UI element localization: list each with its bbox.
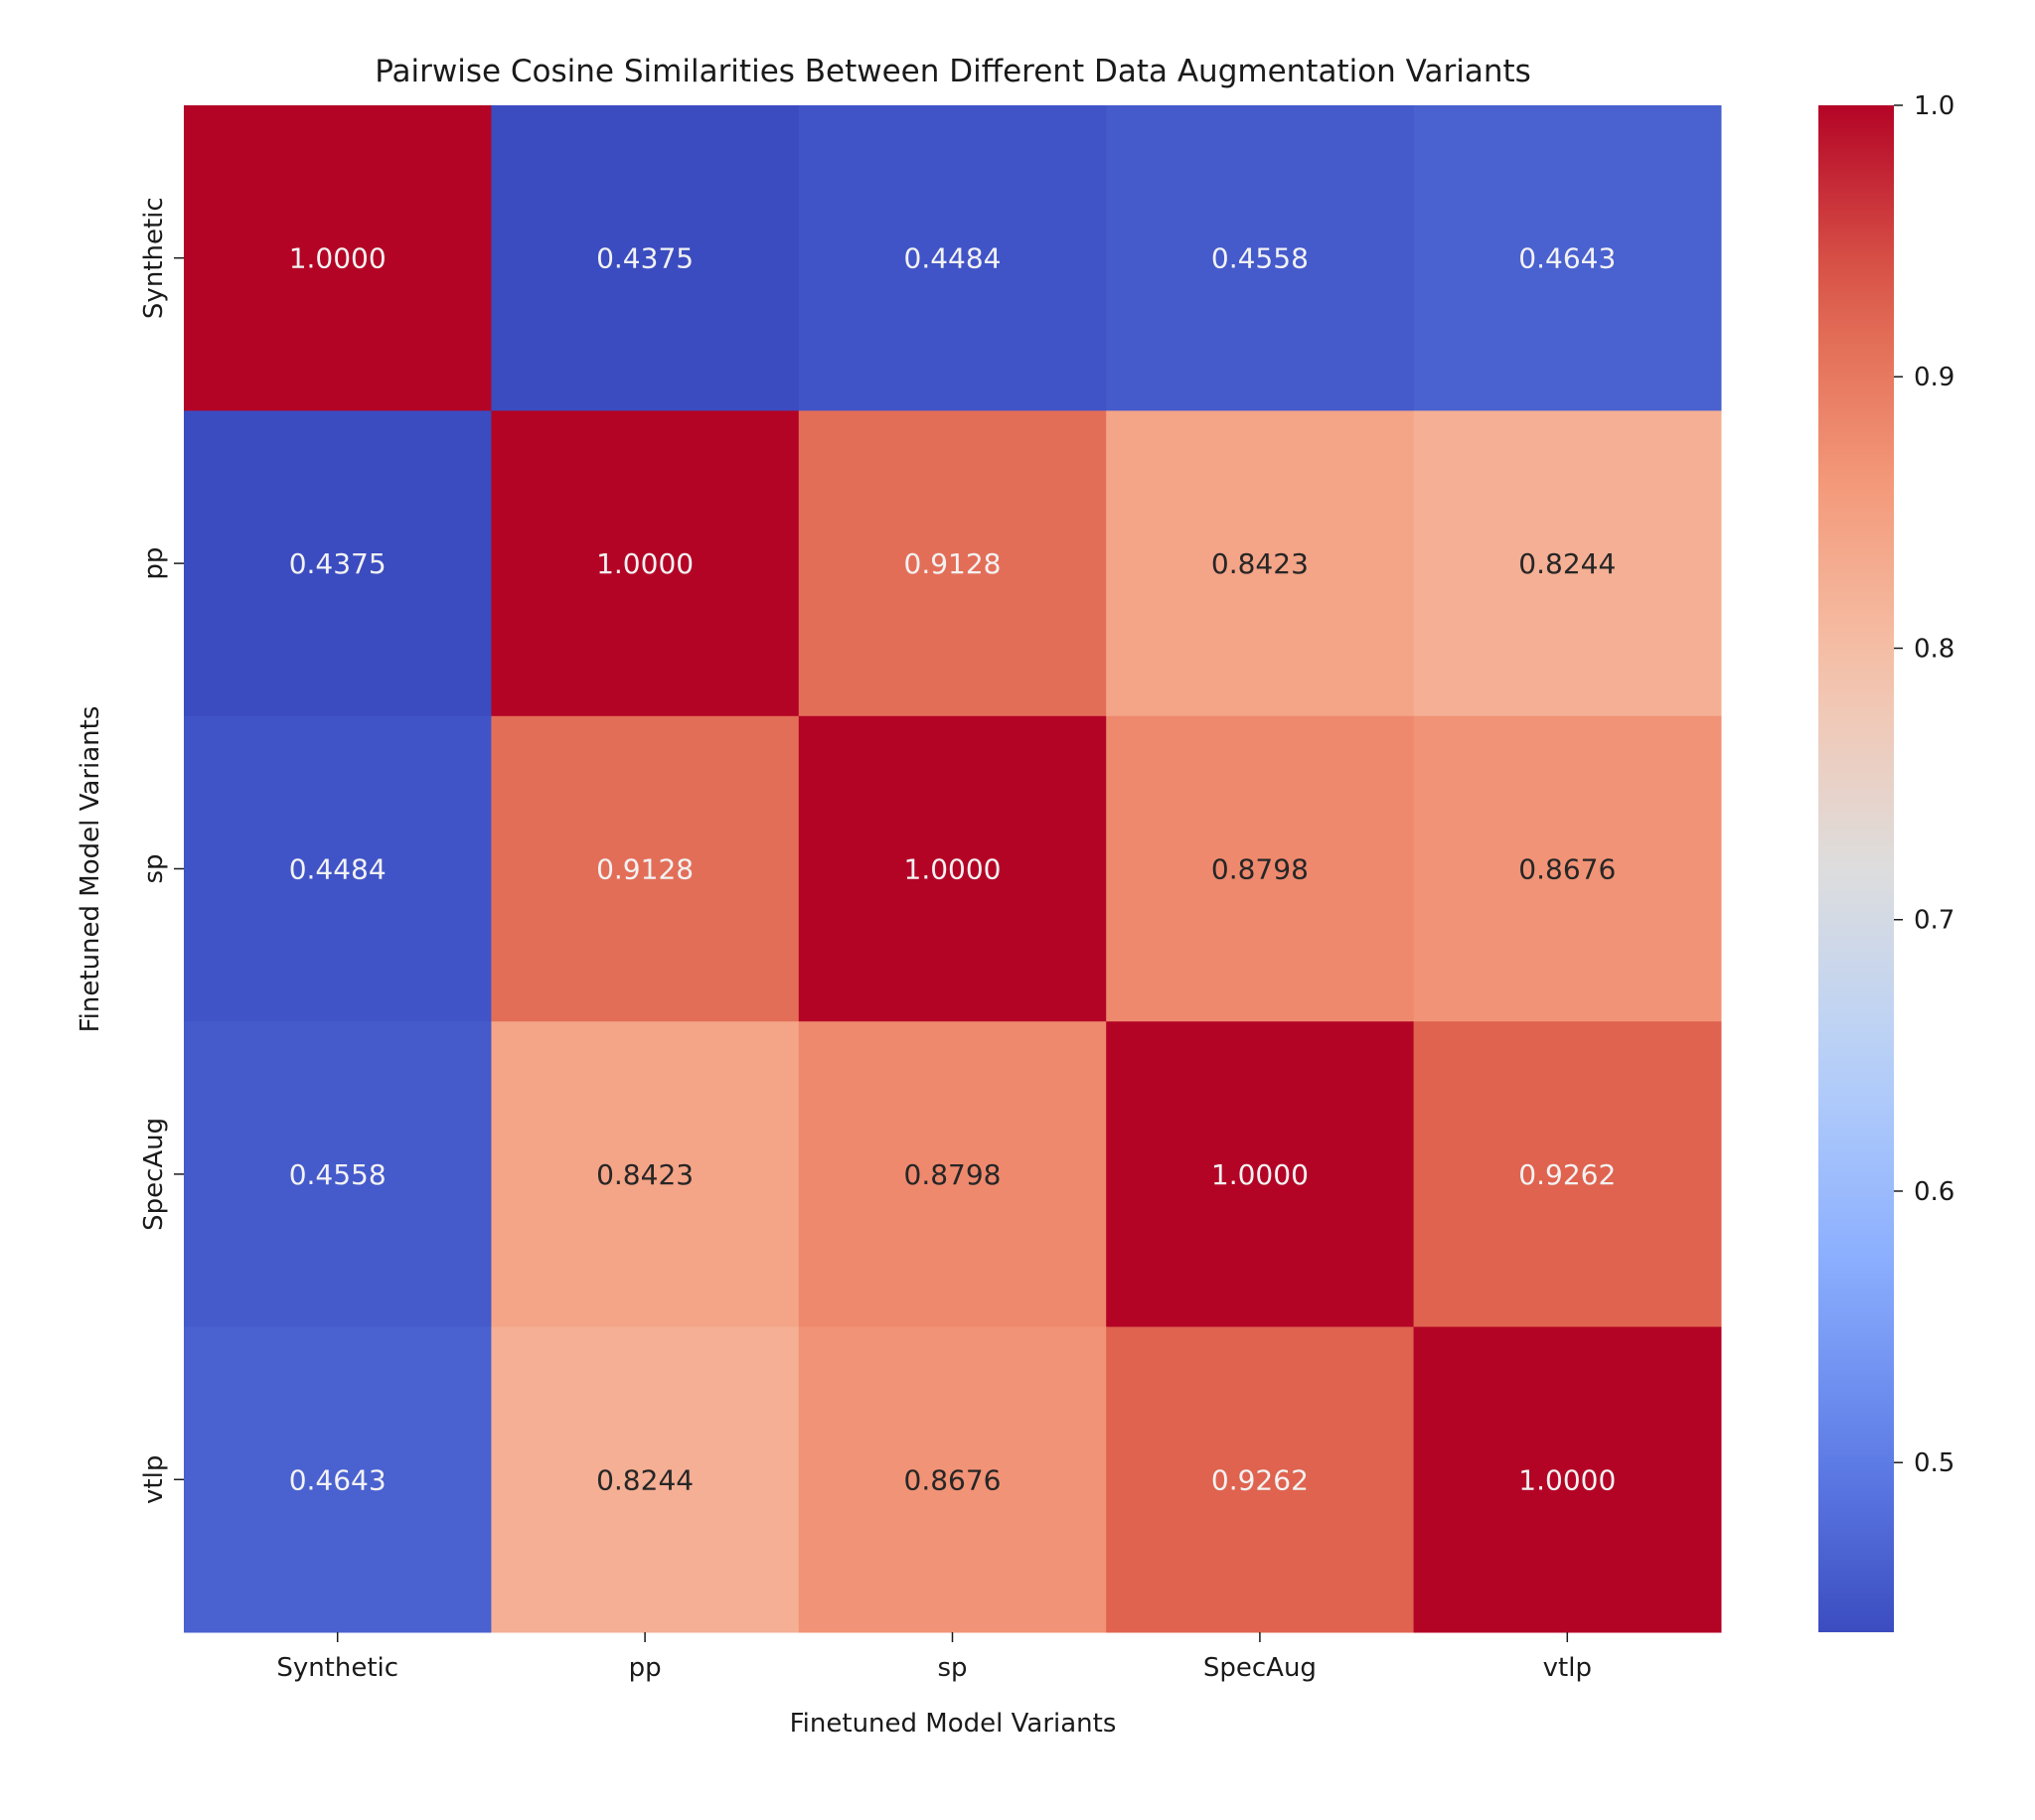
colorbar-tick-label: 0.7 [1914,906,1955,936]
y-tick-label: sp [139,853,169,883]
colorbar-gradient [1818,105,1894,1632]
cell-annotations: 1.0000 0.4375 0.4484 0.4558 0.4643 0.4375 1.00… [289,242,1617,1497]
cell-value-label: 0.4558 [1211,242,1309,275]
heatmap-cell [184,410,492,717]
cell-value-label: 0.8676 [1518,853,1616,886]
cell-value-label: 0.8244 [1518,547,1616,580]
heatmap-cell [1106,715,1415,1022]
cell-value-label: 1.0000 [1211,1158,1309,1191]
x-tick-label: pp [629,1653,662,1683]
cell-value-label: 1.0000 [289,242,387,275]
heatmap-cell [798,410,1107,717]
cell-value-label: 0.9262 [1518,1158,1616,1191]
cell-value-label: 0.9128 [596,853,694,886]
heatmap-cell [491,1021,800,1328]
x-axis-label: Finetuned Model Variants [790,1709,1117,1739]
heatmap-cell [184,1021,492,1328]
heatmap-cell [798,1021,1107,1328]
colorbar-tick-label: 0.6 [1914,1177,1955,1207]
heatmap-cell [491,105,800,411]
cell-value-label: 0.8798 [904,1158,1002,1191]
heatmap-cell [1106,105,1415,411]
heatmap-cell [798,105,1107,411]
x-tick-label: sp [937,1653,967,1683]
colorbar-tick-label: 0.9 [1914,363,1955,392]
y-axis-label: Finetuned Model Variants [76,706,105,1033]
heatmap-cell [798,1326,1107,1633]
heatmap-cell [1413,105,1722,411]
cell-value-label: 0.9128 [904,547,1002,580]
heatmap-cell [1413,1326,1722,1633]
colorbar-tick-label: 0.8 [1914,634,1955,664]
colorbar-tick-label: 1.0 [1914,91,1955,121]
cell-value-label: 0.9262 [1211,1463,1309,1496]
cell-value-label: 0.8423 [596,1158,694,1191]
heatmap-cells [184,105,1722,1633]
cell-value-label: 0.8244 [596,1463,694,1496]
cell-value-label: 0.4484 [289,853,387,886]
heatmap-cell [1413,715,1722,1022]
heatmap-cell [184,105,492,411]
cell-value-label: 0.8676 [904,1463,1002,1496]
cell-value-label: 0.4558 [289,1158,387,1191]
cell-value-label: 0.4375 [596,242,694,275]
cell-value-label: 1.0000 [904,853,1002,886]
heatmap-cell [1106,1021,1415,1328]
y-axis-ticks: Synthetic pp sp SpecAug vtlp [139,197,184,1504]
heatmap-cell [1413,410,1722,717]
colorbar-ticks: 0.5 0.6 0.7 0.8 0.9 1.0 [1894,91,1955,1478]
heatmap-cell [798,715,1107,1022]
heatmap-cell [491,410,800,717]
y-tick-label: pp [139,547,169,580]
cell-value-label: 0.4643 [289,1463,387,1496]
x-tick-label: Synthetic [276,1653,398,1683]
heatmap-cell [184,715,492,1022]
heatmap-cell [1413,1021,1722,1328]
heatmap-cell [1106,410,1415,717]
y-tick-label: Synthetic [139,197,169,319]
x-tick-label: SpecAug [1203,1653,1317,1683]
cell-value-label: 1.0000 [596,547,694,580]
heatmap-cell [184,1326,492,1633]
cell-value-label: 0.4375 [289,547,387,580]
colorbar: 0.5 0.6 0.7 0.8 0.9 1.0 [1818,91,1955,1632]
heatmap-cell [1106,1326,1415,1633]
y-tick-label: vtlp [139,1455,169,1504]
cell-value-label: 0.8423 [1211,547,1309,580]
heatmap-cell [491,1326,800,1633]
colorbar-tick-label: 0.5 [1914,1448,1955,1478]
cell-value-label: 0.4484 [904,242,1002,275]
x-axis-ticks: Synthetic pp sp SpecAug vtlp [276,1632,1592,1683]
x-tick-label: vtlp [1543,1653,1592,1683]
y-tick-label: SpecAug [139,1118,169,1231]
cell-value-label: 1.0000 [1518,1463,1616,1496]
cell-value-label: 0.4643 [1518,242,1616,275]
heatmap-cell [491,715,800,1022]
chart-title: Pairwise Cosine Similarities Between Dif… [375,54,1531,89]
cell-value-label: 0.8798 [1211,853,1309,886]
